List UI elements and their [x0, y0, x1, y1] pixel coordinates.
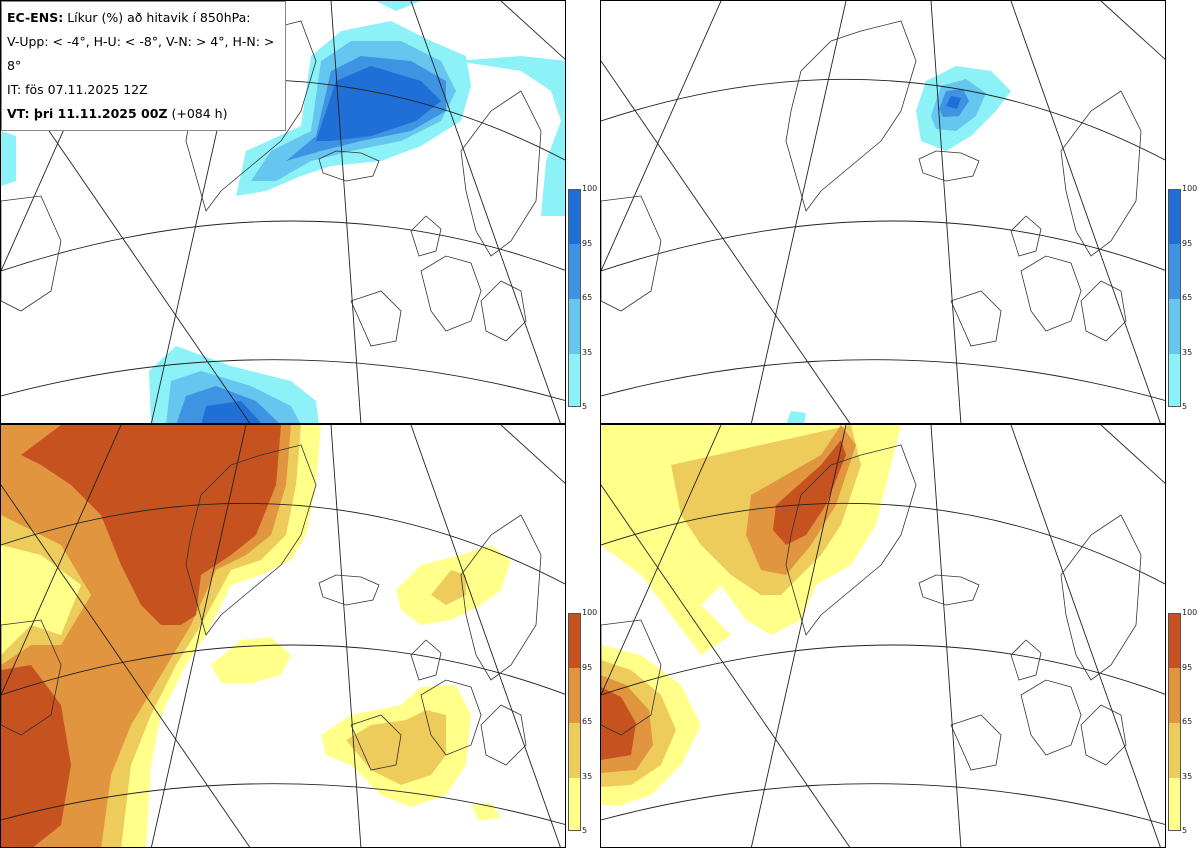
- colorbar-tick: 5: [1182, 826, 1188, 835]
- header-legend: EC-ENS: Líkur (%) að hitavik í 850hPa: V…: [1, 1, 286, 131]
- colorbar-tick: 5: [1182, 402, 1188, 411]
- coastlines: [601, 20, 1142, 347]
- colorbar-tick: 95: [582, 239, 593, 248]
- probability-field: [1, 425, 511, 847]
- colorbar-tick: 5: [582, 402, 588, 411]
- colorbar-tick: 35: [582, 348, 593, 357]
- probability-field: [601, 425, 901, 805]
- init-time: IT: fös 07.11.2025 12Z: [7, 82, 148, 97]
- threshold-text: V-Upp: < -4°, H-U: < -8°, V-N: > 4°, H-N…: [7, 34, 275, 73]
- graticule: [601, 425, 1165, 847]
- probability-field: [1, 1, 565, 423]
- map-panel-cold-8: [600, 0, 1166, 424]
- colorbar-tick: 65: [582, 717, 593, 726]
- colorbar-tick: 65: [1182, 717, 1193, 726]
- colorbar-tick: 100: [1182, 608, 1198, 617]
- product-label: EC-ENS:: [7, 10, 64, 25]
- colorbar-tick: 100: [582, 608, 598, 617]
- colorbar-cold-left: [568, 189, 581, 407]
- map-panel-warm-8: [600, 424, 1166, 848]
- coastlines: [601, 444, 1142, 771]
- colorbar-warm-right: [1168, 613, 1181, 831]
- valid-time: VT: þri 11.11.2025 00Z: [7, 106, 168, 121]
- colorbar-tick: 100: [582, 184, 598, 193]
- map-canvas: [601, 1, 1165, 423]
- coastlines: [1, 20, 542, 347]
- colorbar-tick: 65: [1182, 293, 1193, 302]
- colorbar-tick: 100: [1182, 184, 1198, 193]
- colorbar-tick: 35: [1182, 772, 1193, 781]
- map-canvas: [601, 425, 1165, 847]
- map-panel-warm-4: [0, 424, 566, 848]
- colorbar-tick: 35: [1182, 348, 1193, 357]
- colorbar-cold-right: [1168, 189, 1181, 407]
- lead-time: (+084 h): [171, 106, 228, 121]
- colorbar-tick: 35: [582, 772, 593, 781]
- colorbar-warm-left: [568, 613, 581, 831]
- colorbar-tick: 5: [582, 826, 588, 835]
- chart-title: Líkur (%) að hitavik í 850hPa:: [67, 10, 251, 25]
- map-panel-cold-4: EC-ENS: Líkur (%) að hitavik í 850hPa: V…: [0, 0, 566, 424]
- coastlines: [1, 444, 542, 771]
- graticule: [601, 1, 1165, 423]
- colorbar-tick: 95: [1182, 663, 1193, 672]
- colorbar-tick: 65: [582, 293, 593, 302]
- colorbar-tick: 95: [582, 663, 593, 672]
- colorbar-tick: 95: [1182, 239, 1193, 248]
- map-canvas: [1, 1, 565, 423]
- graticule: [1, 425, 565, 847]
- map-canvas: [1, 425, 565, 847]
